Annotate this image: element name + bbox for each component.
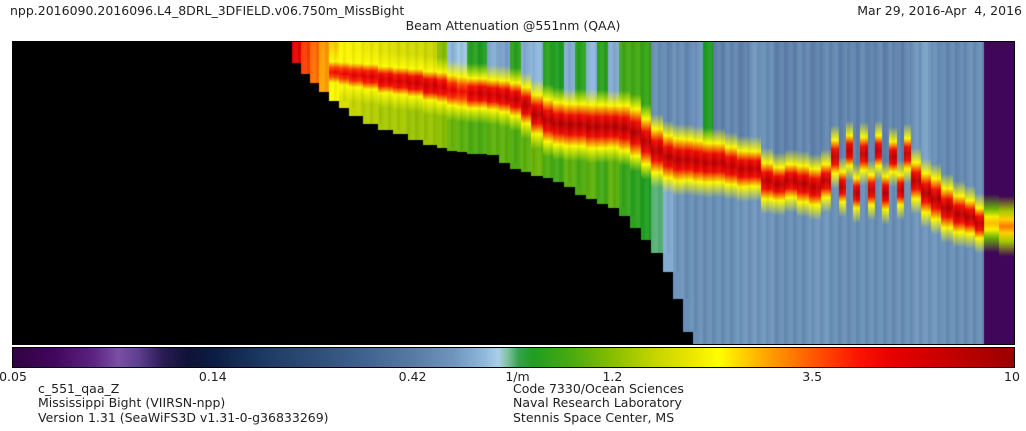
footer-center-line: Code 7330/Ocean Sciences: [513, 381, 684, 396]
footer-left-block: c_551_qaa_Z Mississippi Bight (VIIRSN-npp…: [38, 381, 329, 425]
date-range: Mar 29, 2016-Apr 4, 2016: [857, 3, 1022, 18]
footer-left-line: Version 1.31 (SeaWiFS3D v1.31-0-g3683326…: [38, 409, 329, 425]
colorbar-tick-label: 0.42: [398, 369, 427, 384]
colorbar-tick-labels: 0.05 0.14 0.42 1/m 1.2 3.5 10: [0, 369, 1026, 384]
chart-title: Beam Attenuation @551nm (QAA): [405, 18, 621, 33]
footer-center-line: Stennis Space Center, MS: [513, 409, 675, 425]
heatmap-plot-frame: [12, 41, 1015, 345]
footer-center-block: Code 7330/Ocean Sciences Naval Research L…: [513, 381, 684, 425]
colorbar-frame: [12, 347, 1015, 368]
colorbar-tick-label: 10: [1004, 369, 1020, 384]
footer-left-line: Mississippi Bight (VIIRSN-npp): [38, 395, 226, 411]
heatmap-canvas: [13, 42, 1014, 344]
footer-center-line: Naval Research Laboratory: [513, 395, 682, 411]
colorbar-tick-label: 3.5: [802, 369, 823, 384]
footer-left-line: c_551_qaa_Z: [38, 381, 120, 396]
colorbar-canvas: [13, 348, 1014, 367]
dataset-title: npp.2016090.2016096.L4_8DRL_3DFIELD.v06.…: [10, 3, 405, 18]
colorbar-tick-label: 0.14: [198, 369, 227, 384]
colorbar-unit-label: 1/m: [505, 369, 530, 384]
colorbar-tick-label: 1.2: [602, 369, 623, 384]
colorbar-tick-label: 0.05: [0, 369, 27, 384]
